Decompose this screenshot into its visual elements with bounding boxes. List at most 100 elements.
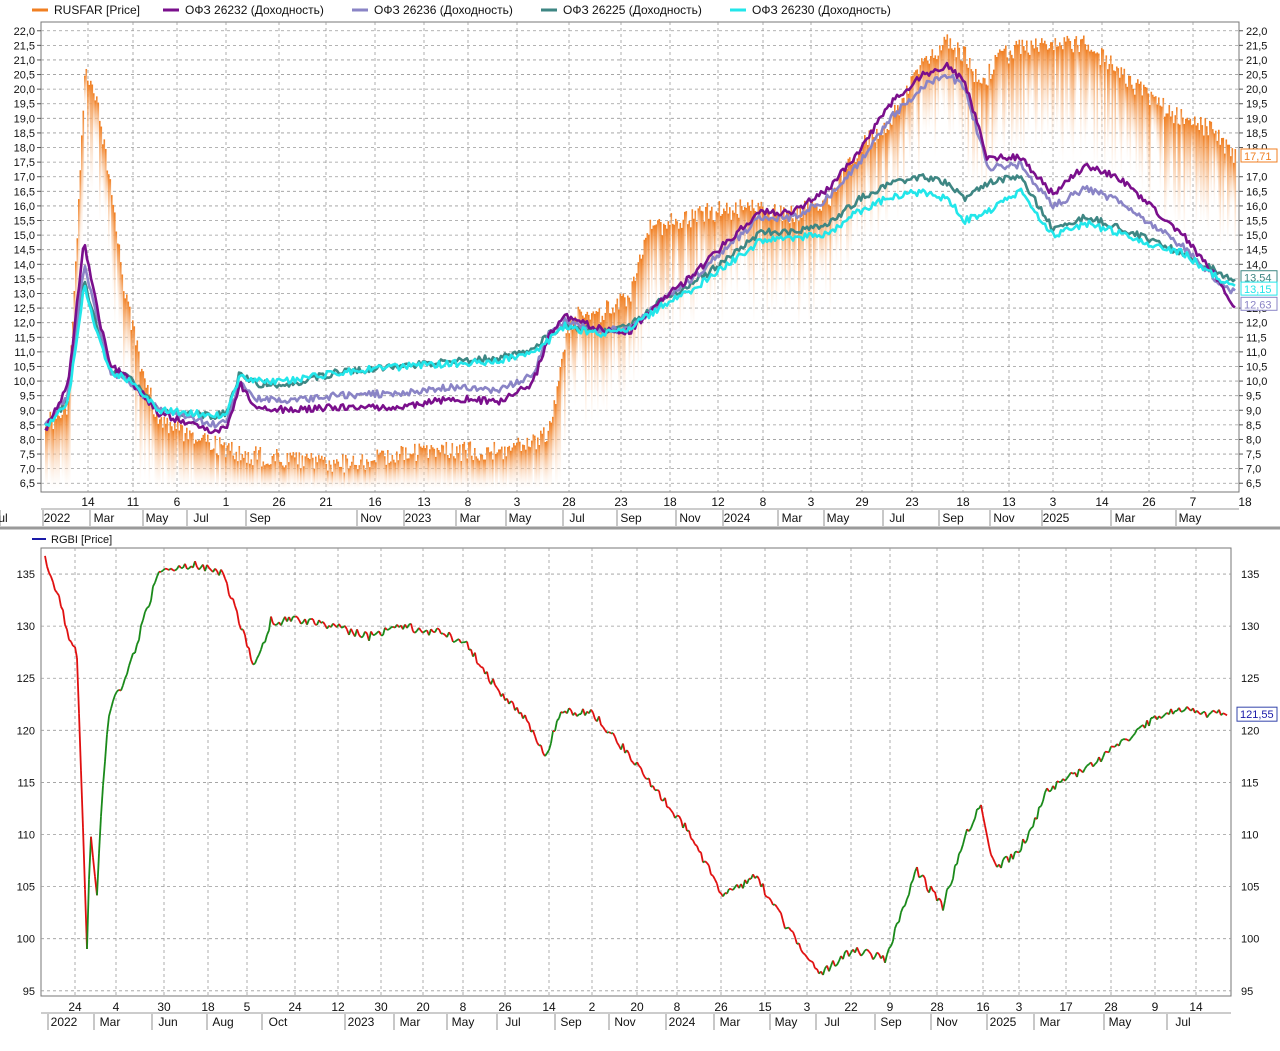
rusfar-bar [1121,67,1123,182]
rusfar-bar [273,454,275,489]
x-tick-label-bottom: Sep [880,1015,902,1029]
rusfar-bar [632,281,634,352]
rusfar-bar [665,225,667,290]
x-tick-label-top: 28 [930,1000,944,1014]
rusfar-bar [554,400,556,471]
rusfar-bar [1235,149,1237,255]
rgbi-segment [73,646,75,647]
rusfar-bar [647,233,649,301]
rusfar-bar [398,460,400,489]
rusfar-bar [1040,43,1042,102]
rusfar-bar [1088,45,1090,113]
rusfar-bar [873,137,875,208]
rgbi-segment [657,790,659,791]
rusfar-bar [785,220,787,315]
rusfar-bar [998,53,1000,118]
rusfar-bar [396,451,398,489]
rusfar-bar [489,452,491,489]
rusfar-bar [275,461,277,489]
rusfar-bar [1086,50,1088,139]
rusfar-bar [596,311,598,400]
rusfar-bar [324,457,326,489]
rusfar-bar [528,447,530,490]
rusfar-bar [620,294,622,407]
rgbi-segment [809,960,811,961]
rusfar-bar [231,442,233,489]
rusfar-bar [1136,83,1138,182]
rusfar-bar [1082,39,1084,113]
rusfar-bar [126,294,128,359]
rusfar-bar [519,442,521,489]
rusfar-bar [276,449,278,489]
rusfar-bar [92,85,94,197]
rusfar-bar [1140,82,1142,180]
x-tick-label-bottom: Jul [505,1015,520,1029]
rusfar-bar [1107,69,1109,157]
y-tick-label-left: 13,5 [14,274,35,286]
y-tick-label-left: 8,0 [20,434,35,446]
rusfar-bar [210,450,212,489]
rusfar-bar [882,135,884,165]
rusfar-bar [1154,97,1156,137]
rusfar-bar [1130,76,1132,177]
rusfar-bar [285,465,287,489]
rusfar-bar [336,459,338,489]
rusfar-bar [414,444,416,489]
rusfar-bar [1131,85,1133,139]
rusfar-bar [1019,40,1021,125]
rusfar-bar [906,86,908,137]
rusfar-bar [651,229,653,313]
rusfar-bar [224,442,226,489]
rusfar-bar [311,453,313,485]
rusfar-bar [443,445,445,489]
rusfar-bar [329,460,331,489]
x-tick-label-bottom: Mar [100,1015,121,1029]
rusfar-bar [345,455,347,489]
rusfar-bar [296,452,298,489]
rgbi-segment [803,953,805,955]
rusfar-bar [452,443,454,484]
x-tick-label-top: 26 [498,1000,512,1014]
rusfar-bar [494,442,496,481]
rusfar-bar [969,58,971,97]
y-tick-label-right: 125 [1241,673,1259,685]
rgbi-segment [1121,739,1123,740]
rusfar-bar [572,330,574,384]
rusfar-bar [1169,105,1171,198]
rusfar-bar [417,455,419,489]
y-tick-label-right: 21,5 [1246,40,1267,52]
rusfar-bar [347,459,349,490]
x-tick-label-top: 30 [157,1000,171,1014]
rusfar-bar [264,465,266,489]
rusfar-bar [173,431,175,489]
rusfar-bar [462,444,464,489]
y-tick-label-left: 14,5 [14,245,35,257]
rusfar-bar [410,454,412,489]
rusfar-bar [230,451,232,489]
rusfar-bar [1116,67,1118,98]
rusfar-bar [365,470,367,489]
rusfar-bar [1218,130,1220,220]
rusfar-bar [128,302,130,366]
rusfar-bar [213,448,215,489]
rusfar-bar [608,301,610,389]
rusfar-bar [543,427,545,489]
rusfar-bar [573,323,575,396]
y-tick-label-left: 21,5 [14,40,35,52]
rusfar-bar [659,219,661,293]
rusfar-bar [803,210,805,299]
rusfar-bar [479,461,481,490]
rusfar-bar [624,297,626,401]
rusfar-bar [380,453,382,489]
rusfar-bar [195,440,197,489]
rusfar-bar [104,139,106,211]
rusfar-bar [374,460,376,489]
rusfar-bar [821,211,823,279]
rusfar-bar [728,214,730,261]
x-tick-label-bottom: May [509,511,532,525]
y-tick-label-right: 15,0 [1246,230,1267,242]
rusfar-bar [1197,123,1199,209]
rusfar-bar [941,50,943,99]
rgbi-segment [1225,714,1227,715]
y-tick-label-left: 17,5 [14,157,35,169]
